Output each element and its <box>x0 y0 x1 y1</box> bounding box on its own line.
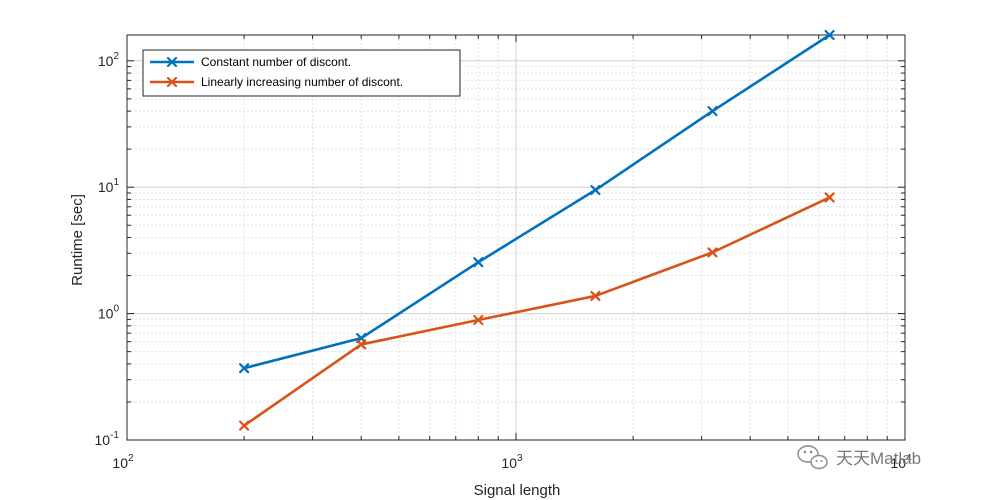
legend-marker <box>166 56 178 68</box>
x-tick-label: 102 <box>112 453 134 471</box>
legend-entry: Linearly increasing number of discont. <box>150 75 403 89</box>
series-layer <box>239 29 835 431</box>
series-line <box>243 33 831 370</box>
y-axis-label: Runtime [sec] <box>69 194 86 286</box>
data-point-marker <box>239 420 250 431</box>
data-point-marker <box>356 339 367 350</box>
x-tick-labels: 102 103 104 <box>112 453 912 471</box>
x-tick-label: 103 <box>501 453 523 471</box>
legend: Constant number of discont. Linearly incr… <box>142 49 461 97</box>
legend-label: Linearly increasing number of discont. <box>201 75 403 89</box>
x-tick-label: 104 <box>890 453 912 471</box>
y-tick-label: 101 <box>98 177 120 195</box>
y-tick-label: 10-1 <box>95 430 120 448</box>
watermark-text: 天天Matlab <box>836 449 921 468</box>
data-point-marker <box>239 363 250 374</box>
data-point-marker <box>590 184 601 196</box>
watermark: 天天Matlab <box>797 445 921 470</box>
data-point-marker <box>590 290 601 302</box>
series-line <box>243 196 831 427</box>
legend-entry: Constant number of discont. <box>150 55 351 69</box>
legend-box <box>142 49 461 97</box>
x-axis-label: Signal length <box>474 482 561 499</box>
data-point-marker <box>707 247 718 258</box>
data-point-marker <box>473 257 484 268</box>
legend-marker <box>166 76 178 88</box>
data-point-marker <box>824 192 835 203</box>
data-point-marker <box>707 106 718 117</box>
axis-ticks <box>126 35 906 441</box>
y-tick-labels: 10-1 100 101 102 <box>95 51 120 448</box>
data-point-marker <box>824 29 835 41</box>
y-tick-label: 100 <box>98 304 120 322</box>
data-point-marker <box>473 314 484 326</box>
wechat-icon <box>797 445 828 470</box>
y-tick-label: 102 <box>98 51 120 69</box>
series-2 <box>239 192 835 431</box>
legend-label: Constant number of discont. <box>201 55 351 69</box>
